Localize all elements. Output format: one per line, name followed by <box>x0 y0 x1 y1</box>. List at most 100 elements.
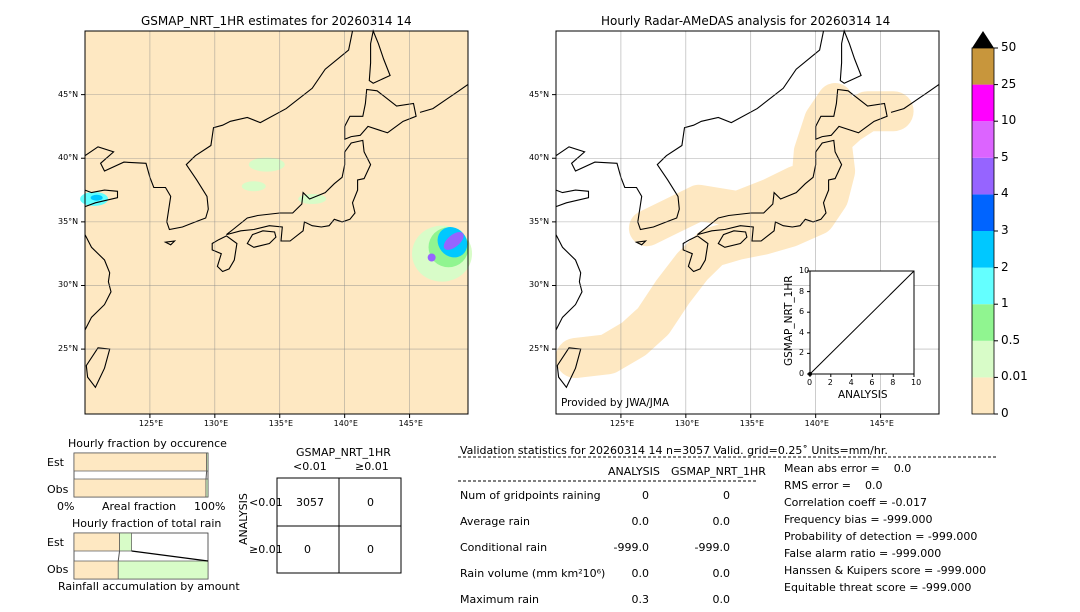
coastline-sakhalin <box>368 29 391 84</box>
score-line: Probability of detection = -999.000 <box>784 530 978 543</box>
right-map-title: Hourly Radar-AMeDAS analysis for 2026031… <box>601 14 891 28</box>
coastline-china2 <box>84 234 112 331</box>
colorbar-label: 3 <box>1001 223 1009 237</box>
lon-tick-label: 125°E <box>138 419 164 428</box>
stat-analysis-value: 0.0 <box>631 515 650 528</box>
cell-c: 0 <box>304 543 311 556</box>
total-rain-obs-bar-segment <box>73 560 119 580</box>
colorbar-segment <box>972 48 994 85</box>
inset-ytick-label: 2 <box>799 348 805 358</box>
stat-gsmap-value: 0.0 <box>712 515 731 528</box>
colorbar-label: 0.01 <box>1001 369 1028 384</box>
colorbar-segment <box>972 231 994 268</box>
lat-tick-label: 35°N <box>58 216 79 226</box>
lat-tick-label: 45°N <box>529 89 550 99</box>
score-line: Correlation coeff = -0.017 <box>784 496 927 509</box>
lon-tick-label: 135°E <box>739 419 765 428</box>
colorbar-label: 25 <box>1001 76 1017 91</box>
stat-analysis-value: 0.3 <box>631 593 650 606</box>
inset-ytick-label: 6 <box>799 307 805 317</box>
coastline-jeju <box>163 240 177 246</box>
contingency-col-title: GSMAP_NRT_1HR <box>296 446 391 459</box>
inset-ytick-label: 10 <box>799 266 810 275</box>
contingency-col-1: <0.01 <box>293 460 327 473</box>
inset-ylabel: GSMAP_NRT_1HR <box>783 275 795 366</box>
lat-tick-label: 40°N <box>529 153 550 163</box>
stat-analysis-value: -999.0 <box>613 541 649 554</box>
stat-analysis-value: 0 <box>642 489 649 502</box>
left-map-frame <box>84 30 469 415</box>
colorbar-segment <box>972 377 994 414</box>
lon-tick-label: 135°E <box>268 419 294 428</box>
lat-tick-label: 25°N <box>58 344 79 354</box>
colorbar-segment <box>972 267 994 305</box>
coastline-mainland <box>555 30 825 231</box>
rain-patch-light <box>298 193 327 204</box>
occurrence-est-bar-segment <box>73 452 208 472</box>
inset-xtick-label: 10 <box>911 378 922 387</box>
stat-label: Maximum rain <box>460 593 539 606</box>
lat-tick-label: 45°N <box>58 89 79 99</box>
analysis-coverage-band <box>791 83 854 202</box>
stat-label: Rain volume (mm km²10⁶) <box>460 567 606 580</box>
contingency-col-2: ≥0.01 <box>355 460 389 473</box>
rain-patch-purple-small <box>427 253 436 262</box>
analysis-coverage-band <box>628 165 815 247</box>
analysis-coverage-band <box>555 91 914 378</box>
coastline-china2 <box>555 234 583 331</box>
coastline-hokkaido <box>344 88 417 141</box>
inset-xtick-label: 8 <box>890 378 896 387</box>
stats-col-analysis: ANALYSIS <box>608 465 660 478</box>
colorbar-segment <box>972 121 994 158</box>
score-line: RMS error = 0.0 <box>784 479 883 492</box>
stat-gsmap-value: -999.0 <box>694 541 730 554</box>
colorbar-label: 50 <box>1001 40 1017 54</box>
occurrence-est-bar-segment <box>206 452 209 472</box>
stat-label: Num of gridpoints raining <box>460 489 601 502</box>
lon-tick-label: 145°E <box>398 419 423 428</box>
lon-tick-label: 125°E <box>609 419 635 428</box>
colorbar-label: 0 <box>1001 406 1009 420</box>
occurrence-connector <box>205 470 208 480</box>
inset-xtick-label: 2 <box>827 378 833 387</box>
contingency-row-1: <0.01 <box>249 496 283 509</box>
total-rain-connector <box>131 550 209 562</box>
occurrence-x-right: 100% <box>194 500 226 513</box>
lat-tick-label: 35°N <box>529 216 550 226</box>
colorbar-segment <box>972 304 994 341</box>
total-rain-obs-label: Obs <box>47 563 69 576</box>
inset-ytick-label: 0 <box>799 369 805 378</box>
lat-tick-label: 25°N <box>529 344 550 354</box>
contingency-row-2: ≥0.01 <box>249 543 283 556</box>
coastline-kyushu <box>682 235 709 273</box>
occurrence-title: Hourly fraction by occurence <box>68 437 227 450</box>
coastline-kurils <box>890 83 940 113</box>
coastline-shikoku <box>246 230 277 248</box>
lon-tick-label: 140°E <box>804 419 829 428</box>
occurrence-obs-label: Obs <box>47 483 69 496</box>
coastline-kyushu <box>211 235 238 273</box>
stat-gsmap-value: 0 <box>723 489 730 502</box>
total-rain-obs-bar-segment <box>117 560 209 580</box>
inset-xtick-label: 4 <box>848 378 854 387</box>
colorbar-extend-triangle <box>972 31 994 48</box>
score-line: Mean abs error = 0.0 <box>784 462 912 475</box>
score-line: Equitable threat score = -999.000 <box>784 581 972 594</box>
colorbar-segment <box>972 84 994 122</box>
total-rain-title: Hourly fraction of total rain <box>72 517 222 530</box>
coastline-honshu <box>697 139 843 242</box>
colorbar-segment <box>972 194 994 231</box>
cell-a: 3057 <box>296 496 324 509</box>
lon-tick-label: 130°E <box>203 419 229 428</box>
total-rain-est-bar-segment <box>73 532 120 552</box>
stats-header: Validation statistics for 20260314 14 n=… <box>460 444 888 457</box>
left-map-background <box>85 31 468 414</box>
score-line: False alarm ratio = -999.000 <box>784 547 942 560</box>
stat-analysis-value: 0.0 <box>631 567 650 580</box>
coastline-mainland <box>84 30 354 231</box>
coastline-china <box>555 189 590 208</box>
inset-xtick-label: 0 <box>807 378 813 387</box>
score-line: Frequency bias = -999.000 <box>784 513 933 526</box>
colorbar-label: 2 <box>1001 259 1009 274</box>
